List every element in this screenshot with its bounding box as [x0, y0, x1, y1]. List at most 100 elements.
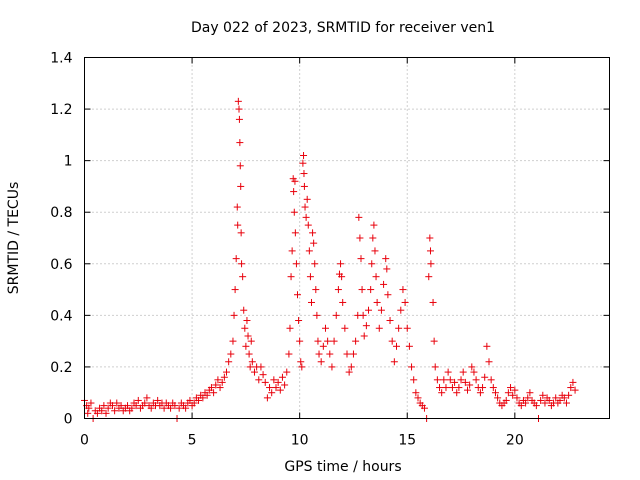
data-point: [384, 291, 392, 299]
y-axis-label: SRMTID / TECUs: [6, 182, 22, 295]
data-point: [240, 306, 248, 314]
data-point: [220, 373, 228, 381]
data-point: [526, 389, 534, 397]
data-point: [367, 286, 375, 294]
data-point: [128, 404, 136, 412]
data-point: [307, 298, 315, 306]
data-point: [382, 255, 390, 263]
data-point: [212, 381, 220, 389]
data-point: [199, 394, 207, 402]
data-point: [420, 404, 428, 412]
data-point: [315, 350, 323, 358]
data-point: [352, 337, 360, 345]
data-point: [372, 273, 380, 281]
data-point: [190, 399, 198, 407]
data-point: [298, 363, 306, 371]
data-point: [132, 402, 140, 410]
data-point: [373, 298, 381, 306]
plot-frame: [84, 57, 610, 419]
data-point: [186, 396, 194, 404]
data-point: [207, 384, 215, 392]
data-point: [392, 342, 400, 350]
data-point: [111, 407, 119, 415]
data-point: [359, 311, 367, 319]
data-point: [408, 363, 416, 371]
data-point: [243, 317, 251, 325]
data-point: [285, 350, 293, 358]
data-point: [246, 363, 254, 371]
data-point: [124, 402, 132, 410]
data-point: [102, 409, 110, 417]
data-point: [426, 247, 434, 255]
data-point: [235, 115, 243, 123]
data-point: [328, 363, 336, 371]
data-point: [231, 286, 239, 294]
data-point: [239, 273, 247, 281]
data-point: [507, 384, 515, 392]
data-point: [380, 280, 388, 288]
data-point: [259, 371, 267, 379]
data-point: [301, 203, 309, 211]
data-point: [175, 404, 183, 412]
data-point: [569, 378, 577, 386]
tick-labels: 0 5 10 15 20 0 0.2 0.4 0.6 0.8 1 1.2 1.4: [50, 51, 524, 449]
data-point: [276, 386, 284, 394]
data-point: [332, 311, 340, 319]
y-tick-label: 0.4: [50, 308, 72, 324]
data-point: [223, 368, 231, 376]
y-tick-label: 1.4: [50, 51, 72, 67]
y-tick-label: 0.2: [50, 360, 72, 376]
data-point: [545, 396, 553, 404]
data-point: [314, 337, 322, 345]
data-point: [355, 213, 363, 221]
data-point: [313, 311, 321, 319]
data-point: [337, 260, 345, 268]
data-point: [218, 378, 226, 386]
data-point: [461, 378, 469, 386]
data-point: [104, 404, 112, 412]
data-point: [481, 373, 489, 381]
data-point: [304, 221, 312, 229]
data-point: [300, 170, 308, 178]
data-point: [261, 378, 269, 386]
data-point: [438, 389, 446, 397]
data-point: [334, 286, 342, 294]
data-point: [472, 376, 480, 384]
data-point: [427, 260, 435, 268]
data-point: [517, 402, 525, 410]
data-point: [182, 404, 190, 412]
data-point: [147, 404, 155, 412]
data-point: [365, 306, 373, 314]
data-point: [397, 306, 405, 314]
data-point: [487, 376, 495, 384]
data-point: [250, 368, 258, 376]
data-point: [399, 286, 407, 294]
data-point: [369, 234, 377, 242]
data-point: [297, 358, 305, 366]
data-point: [266, 384, 274, 392]
data-point: [303, 195, 311, 203]
data-point: [268, 389, 276, 397]
data-point: [403, 324, 411, 332]
data-point: [134, 396, 142, 404]
y-tick-label: 0.6: [50, 257, 72, 273]
data-point: [455, 384, 463, 392]
data-point: [451, 378, 459, 386]
y-tick-label: 0: [64, 412, 73, 428]
data-point: [214, 376, 222, 384]
data-point: [429, 298, 437, 306]
data-point: [225, 358, 233, 366]
data-point: [305, 247, 313, 255]
data-point: [300, 182, 308, 190]
x-tick-label: 10: [291, 433, 309, 449]
data-point: [426, 234, 434, 242]
data-point: [227, 350, 235, 358]
data-point: [562, 399, 570, 407]
data-point: [236, 162, 244, 170]
data-point: [470, 368, 478, 376]
data-point: [511, 386, 519, 394]
data-point: [237, 182, 245, 190]
data-point: [494, 394, 502, 402]
data-point: [257, 363, 265, 371]
data-point: [375, 324, 383, 332]
